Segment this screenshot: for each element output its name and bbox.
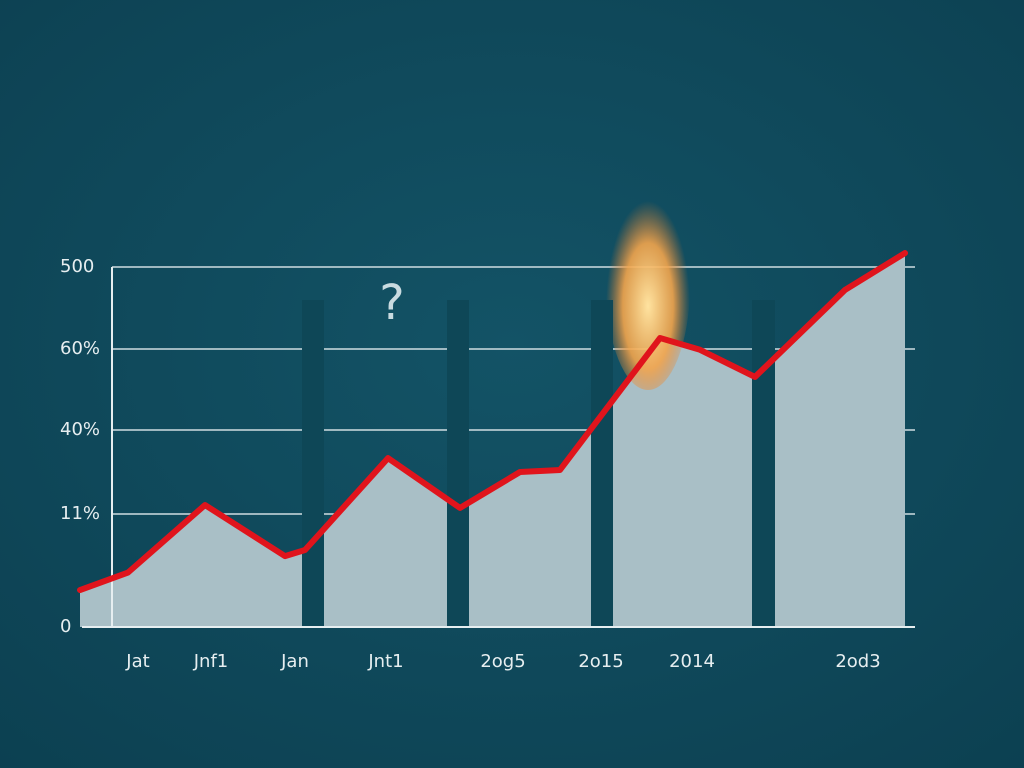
y-tick-label: 0 <box>60 616 71 637</box>
x-tick-label: Jat <box>125 651 149 672</box>
y-tick-label: 500 <box>60 256 94 277</box>
gap <box>591 300 613 627</box>
x-tick-label: 2o15 <box>578 651 623 672</box>
gap <box>752 300 775 627</box>
area-fill <box>80 253 905 628</box>
line <box>77 250 908 594</box>
y-tick-label: 11% <box>60 503 100 524</box>
y-tick-label: 60% <box>60 338 100 359</box>
annotation: ? <box>379 275 404 331</box>
x-tick-label: 2014 <box>669 651 715 672</box>
x-tick-label: Jnt1 <box>367 651 403 672</box>
flame <box>606 180 690 390</box>
gap <box>302 300 324 627</box>
x-tick-label: 2od3 <box>835 651 880 672</box>
x-tick-label: 2og5 <box>480 651 525 672</box>
x-tick-label: Jan <box>280 651 309 672</box>
x-tick-label: Jnf1 <box>193 651 229 672</box>
gap <box>447 300 469 627</box>
y-tick-label: 40% <box>60 419 100 440</box>
